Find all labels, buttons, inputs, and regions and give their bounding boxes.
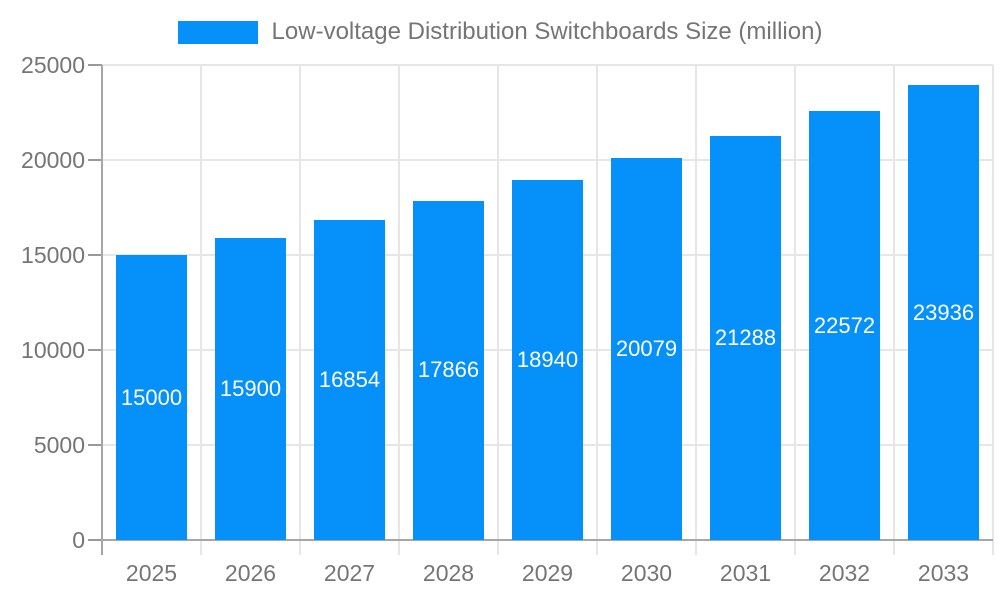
bar — [908, 85, 979, 540]
bar — [215, 237, 286, 540]
bar — [116, 255, 187, 540]
category-gridline — [398, 65, 400, 555]
y-tick-mark — [88, 539, 102, 541]
category-gridline — [497, 65, 499, 555]
y-tick-mark — [88, 349, 102, 351]
bar-value-label: 21288 — [714, 324, 777, 350]
y-tick-mark — [88, 64, 102, 66]
bar — [413, 200, 484, 540]
bar-value-label: 15000 — [120, 384, 183, 410]
bar — [809, 111, 880, 540]
x-axis-label: 2029 — [521, 560, 574, 586]
y-axis-label: 15000 — [21, 242, 85, 268]
bar — [710, 135, 781, 540]
y-gridline — [102, 64, 993, 66]
y-axis-label: 10000 — [21, 337, 85, 363]
bar-value-label: 20079 — [615, 336, 678, 362]
category-gridline — [893, 65, 895, 555]
y-tick-mark — [88, 444, 102, 446]
legend: Low-voltage Distribution Switchboards Si… — [0, 18, 1000, 46]
y-axis-line — [101, 65, 103, 555]
bar — [512, 180, 583, 540]
category-gridline — [200, 65, 202, 555]
category-gridline — [695, 65, 697, 555]
bar — [314, 219, 385, 540]
bar — [611, 158, 682, 540]
y-axis-label: 20000 — [21, 147, 85, 173]
bar-value-label: 23936 — [912, 299, 975, 325]
x-axis-label: 2028 — [422, 560, 475, 586]
category-gridline — [299, 65, 301, 555]
x-axis-label: 2026 — [224, 560, 277, 586]
y-tick-mark — [88, 159, 102, 161]
legend-swatch — [177, 20, 258, 44]
x-axis-label: 2030 — [620, 560, 673, 586]
x-axis-label: 2033 — [917, 560, 970, 586]
y-axis-label: 5000 — [33, 432, 85, 458]
y-tick-mark — [88, 254, 102, 256]
category-gridline — [992, 65, 994, 555]
y-gridline — [102, 159, 993, 161]
category-gridline — [596, 65, 598, 555]
x-axis-label: 2027 — [323, 560, 376, 586]
bar-value-label: 17866 — [417, 357, 480, 383]
category-gridline — [794, 65, 796, 555]
y-axis-label: 25000 — [21, 52, 85, 78]
bar-value-label: 22572 — [813, 312, 876, 338]
x-axis-line — [101, 539, 993, 541]
y-axis-label: 0 — [72, 527, 85, 553]
x-axis-label: 2032 — [818, 560, 871, 586]
legend-label: Low-voltage Distribution Switchboards Si… — [271, 18, 823, 45]
x-axis-label: 2031 — [719, 560, 772, 586]
bar-value-label: 16854 — [318, 366, 381, 392]
bar-value-label: 15900 — [219, 375, 282, 401]
x-axis-label: 2025 — [125, 560, 178, 586]
bar-value-label: 18940 — [516, 347, 579, 373]
